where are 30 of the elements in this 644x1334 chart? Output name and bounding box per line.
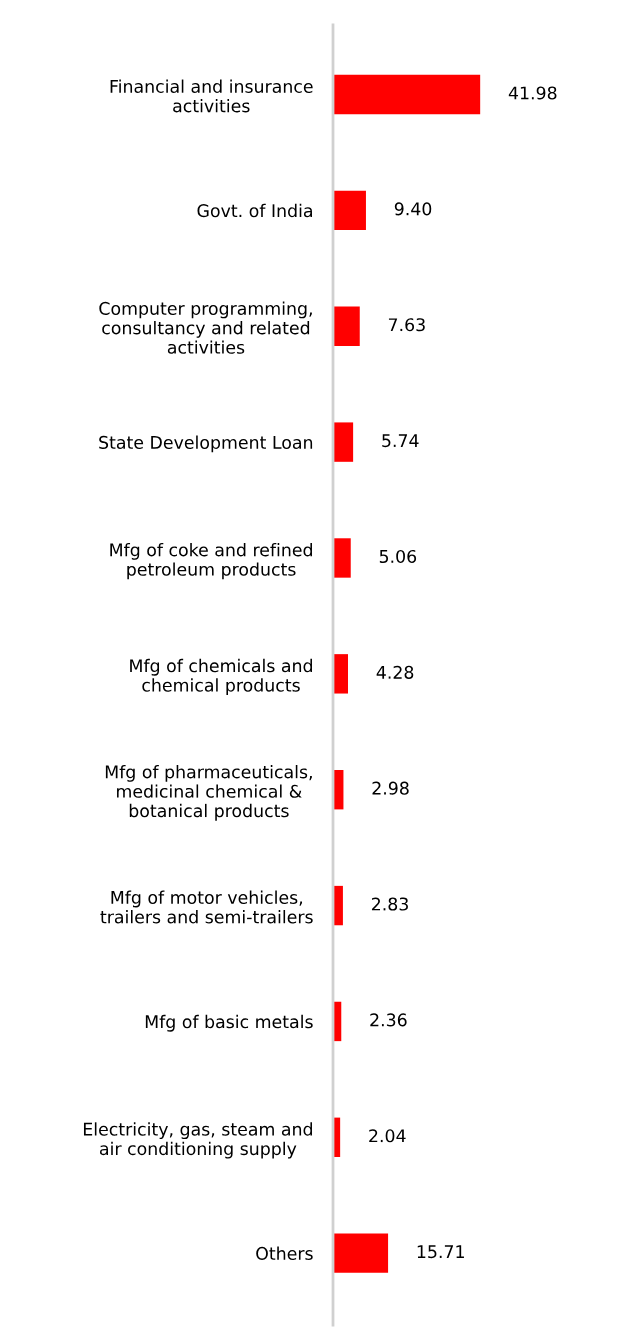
data-label: 2.98: [372, 781, 409, 795]
y-tick-label: State Development Loan: [99, 435, 313, 453]
data-label: 2.36: [370, 1013, 407, 1027]
data-label: 4.28: [376, 665, 414, 679]
y-tick-label: Others: [256, 1246, 313, 1261]
data-label: 7.63: [388, 318, 425, 332]
bar: [333, 885, 343, 926]
data-label: 5.74: [382, 434, 419, 448]
y-tick-label: Electricity, gas, steam and air conditioning supply: [83, 1122, 312, 1159]
bar: [333, 538, 351, 578]
y-tick-label: Govt. of India: [197, 203, 312, 218]
y-tick-label: Mfg of motor vehicles, trailers and semi-trailers: [100, 890, 313, 924]
data-label: 2.04: [369, 1129, 406, 1143]
y-tick-label: Financial and insurance activities: [110, 79, 313, 113]
data-label: 2.83: [371, 897, 408, 911]
bar: [333, 654, 349, 694]
bar: [333, 1233, 389, 1273]
y-tick-label: Computer programming, consultancy and related activities: [99, 301, 312, 354]
y-tick-label: Mfg of chemicals and chemical products: [130, 658, 312, 696]
y-tick-label: Mfg of basic metals: [145, 1014, 313, 1032]
bar: [333, 306, 360, 346]
data-label: 9.40: [394, 202, 432, 216]
bar: [333, 422, 354, 462]
bar: [333, 74, 481, 115]
y-tick-label: Mfg of coke and refined petroleum products: [110, 542, 312, 580]
data-label: 15.71: [417, 1245, 464, 1259]
bar: [333, 190, 366, 231]
data-label: 5.06: [379, 549, 417, 564]
y-tick-label: Mfg of pharmaceuticals, medicinal chemical & botanical products: [105, 764, 312, 821]
data-label: 41.98: [508, 86, 557, 100]
